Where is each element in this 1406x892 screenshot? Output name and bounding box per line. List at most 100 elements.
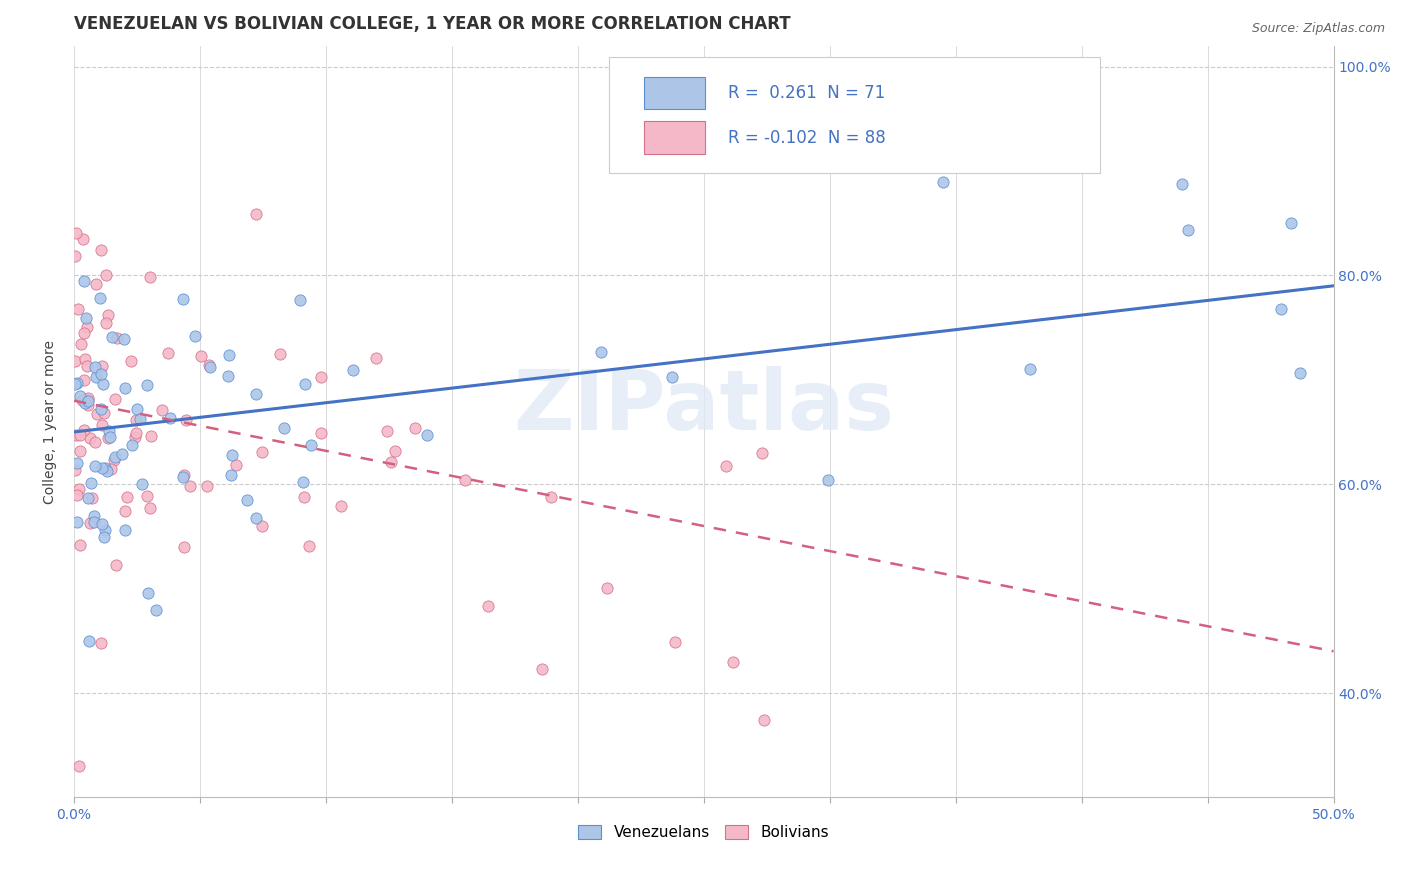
- Point: [288, 293, 311, 307]
- Point: [156, 345, 179, 359]
- Point: [66, 515, 89, 529]
- Point: [120, 354, 142, 368]
- Point: [138, 269, 160, 284]
- FancyBboxPatch shape: [644, 77, 704, 109]
- Point: [221, 448, 243, 462]
- Point: [172, 470, 194, 484]
- Point: [1177, 223, 1199, 237]
- Point: [225, 458, 247, 472]
- Legend: Venezuelans, Bolivians: Venezuelans, Bolivians: [572, 819, 835, 847]
- Point: [159, 411, 181, 425]
- Point: [84, 369, 107, 384]
- Point: [83, 509, 105, 524]
- Text: R = -0.102  N = 88: R = -0.102 N = 88: [727, 128, 886, 146]
- Point: [66, 488, 89, 502]
- Point: [245, 386, 267, 401]
- Point: [91, 417, 114, 432]
- Point: [65, 428, 87, 442]
- Point: [252, 519, 274, 533]
- Point: [89, 291, 111, 305]
- Point: [364, 351, 387, 366]
- Point: [91, 377, 114, 392]
- Point: [104, 392, 127, 407]
- Point: [66, 376, 89, 390]
- Point: [121, 438, 143, 452]
- Point: [217, 369, 239, 384]
- Point: [197, 479, 219, 493]
- Point: [79, 516, 101, 530]
- Point: [77, 634, 100, 648]
- Point: [105, 331, 128, 345]
- Point: [245, 206, 267, 220]
- Point: [69, 443, 91, 458]
- Point: [83, 515, 105, 529]
- Point: [67, 482, 90, 496]
- Point: [173, 541, 195, 555]
- Point: [596, 581, 619, 595]
- Point: [75, 352, 97, 367]
- Point: [416, 428, 439, 442]
- Point: [198, 359, 221, 374]
- Point: [219, 467, 242, 482]
- Point: [93, 406, 115, 420]
- Point: [817, 473, 839, 487]
- Point: [530, 662, 553, 676]
- Point: [76, 359, 98, 374]
- Point: [540, 490, 562, 504]
- Point: [73, 396, 96, 410]
- Point: [77, 398, 100, 412]
- Point: [172, 293, 194, 307]
- Point: [291, 475, 314, 490]
- Point: [245, 511, 267, 525]
- Point: [454, 473, 477, 487]
- Point: [135, 489, 157, 503]
- FancyBboxPatch shape: [609, 57, 1101, 173]
- Point: [1289, 366, 1312, 380]
- Point: [714, 459, 737, 474]
- Point: [104, 450, 127, 464]
- Y-axis label: College, 1 year or more: College, 1 year or more: [44, 340, 58, 504]
- Point: [63, 463, 86, 477]
- Point: [1019, 362, 1042, 376]
- Point: [292, 490, 315, 504]
- Point: [73, 326, 96, 341]
- Point: [329, 499, 352, 513]
- Point: [75, 311, 97, 326]
- Point: [80, 475, 103, 490]
- Point: [77, 393, 100, 408]
- Point: [90, 244, 112, 258]
- Point: [63, 249, 86, 263]
- Point: [83, 458, 105, 473]
- Point: [86, 407, 108, 421]
- Point: [751, 446, 773, 460]
- Point: [65, 226, 87, 240]
- Point: [94, 316, 117, 330]
- Point: [179, 479, 201, 493]
- Point: [250, 445, 273, 459]
- Point: [77, 392, 100, 407]
- Point: [375, 424, 398, 438]
- Point: [384, 444, 406, 458]
- Point: [66, 456, 89, 470]
- Point: [184, 329, 207, 343]
- Point: [70, 393, 93, 408]
- Point: [236, 493, 259, 508]
- Point: [69, 538, 91, 552]
- Text: ZIPatlas: ZIPatlas: [513, 366, 894, 447]
- Point: [94, 523, 117, 537]
- Point: [84, 277, 107, 292]
- Point: [72, 232, 94, 246]
- Point: [94, 461, 117, 475]
- Point: [72, 423, 94, 437]
- Point: [174, 413, 197, 427]
- Point: [84, 360, 107, 375]
- Point: [114, 382, 136, 396]
- FancyBboxPatch shape: [644, 121, 704, 153]
- Point: [93, 530, 115, 544]
- Point: [69, 428, 91, 442]
- Point: [73, 274, 96, 288]
- Point: [111, 447, 134, 461]
- Point: [66, 302, 89, 317]
- Point: [273, 421, 295, 435]
- Point: [129, 412, 152, 426]
